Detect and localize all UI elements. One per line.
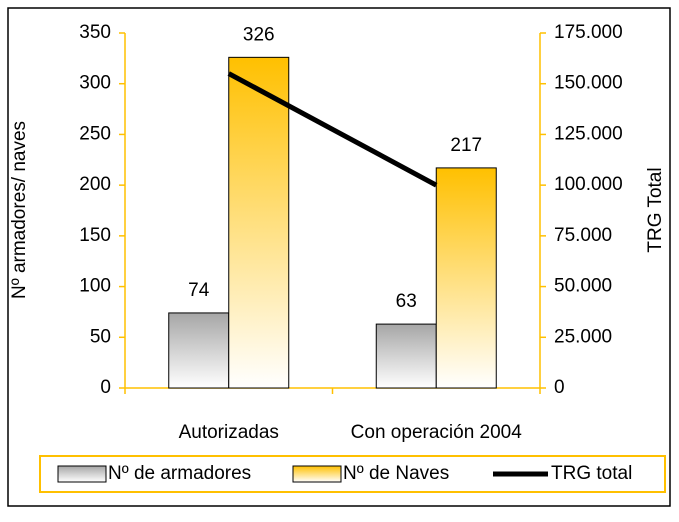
y2-axis-title: TRG Total	[645, 167, 666, 252]
legend	[39, 455, 666, 493]
y-axis-title: Nº armadores/ naves	[9, 121, 30, 299]
x-tick-label: Autorizadas	[179, 422, 279, 443]
y-tick-label: 200	[79, 174, 111, 195]
legend-label: Nº de Naves	[343, 463, 449, 484]
data-label: 63	[396, 291, 417, 312]
y2-tick-label: 25.000	[554, 326, 612, 347]
chart-frame	[7, 7, 671, 507]
x-tick-label: Con operación 2004	[351, 422, 523, 443]
bar	[228, 56, 290, 389]
data-label: 217	[450, 135, 482, 156]
data-label: 326	[243, 24, 275, 45]
y2-tick-label: 150.000	[554, 73, 623, 94]
y-tick-label: 0	[100, 377, 111, 398]
legend-label: TRG total	[551, 463, 632, 484]
y2-tick-label: 125.000	[554, 123, 623, 144]
y2-tick-label: 100.000	[554, 174, 623, 195]
bar	[375, 323, 437, 389]
y-tick-label: 50	[90, 326, 111, 347]
y2-tick-label: 50.000	[554, 276, 612, 297]
bar	[435, 167, 497, 389]
y-tick-label: 250	[79, 123, 111, 144]
bar	[168, 312, 230, 389]
y2-tick-label: 0	[554, 377, 565, 398]
y-tick-label: 300	[79, 73, 111, 94]
data-label: 74	[188, 280, 210, 301]
y2-tick-label: 75.000	[554, 225, 612, 246]
y-tick-label: 100	[79, 276, 111, 297]
y-tick-label: 350	[79, 22, 111, 43]
line-series	[227, 71, 438, 188]
legend-swatch	[57, 465, 107, 483]
legend-label: Nº de armadores	[108, 463, 251, 484]
legend-swatch	[292, 465, 342, 483]
y-tick-label: 150	[79, 225, 111, 246]
y2-tick-label: 175.000	[554, 22, 623, 43]
